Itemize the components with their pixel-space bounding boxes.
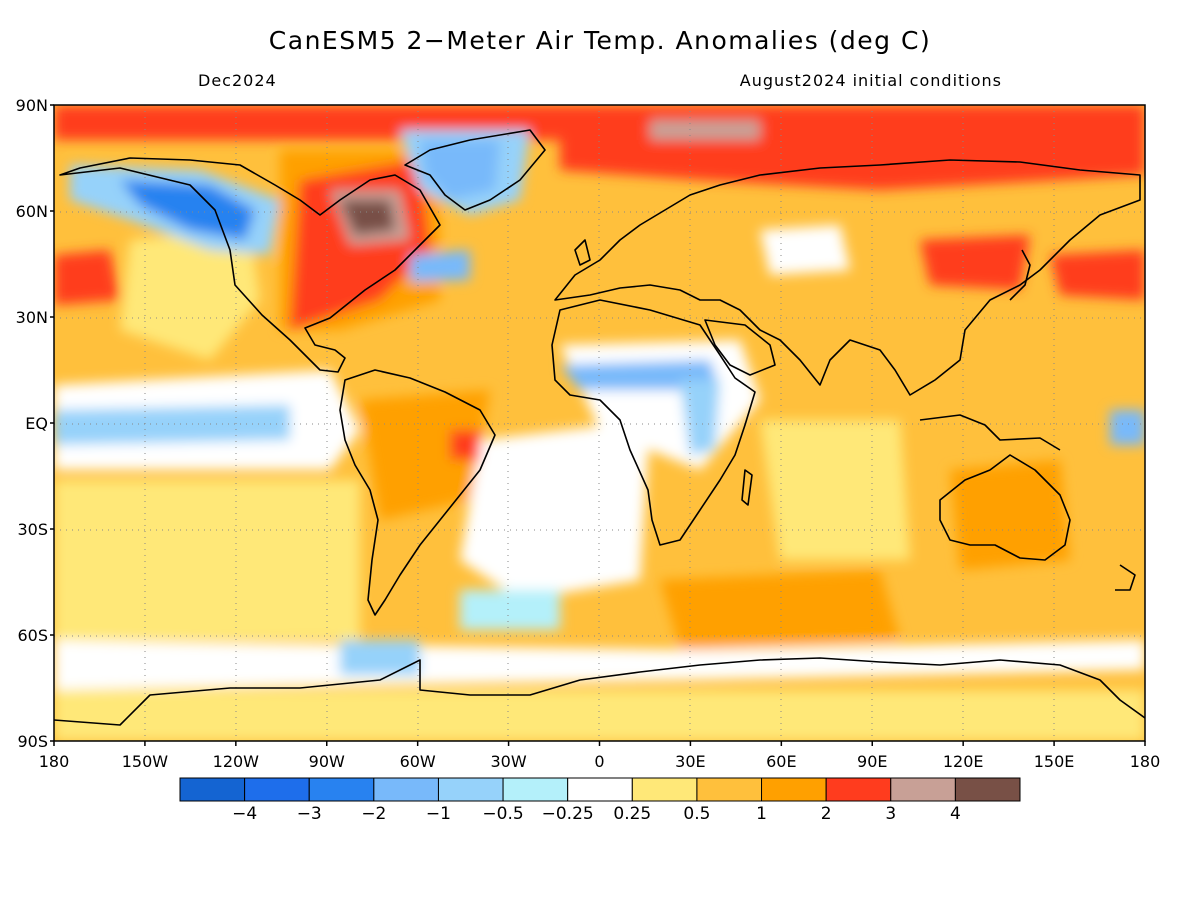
latitude-labels: 90N 60N 30N EQ 30S 60S 90S [16,96,48,751]
lat-label: 90S [17,732,48,751]
colorbar-label: 0.5 [683,804,710,824]
colorbar-swatch [567,777,633,802]
colorbar-swatch [373,777,439,802]
map-title: CanESM5 2−Meter Air Temp. Anomalies (deg… [268,26,932,55]
lon-label: 150W [122,752,169,771]
colorbar-labels: −4 −3 −2 −1 −0.5 −0.25 0.25 0.5 1 2 3 4 [232,804,961,824]
longitude-labels: 180 150W 120W 90W 60W 30W 0 30E 60E 90E 120E 150E 18… [39,752,1161,771]
colorbar-label: −1 [426,804,451,824]
lat-label: 60S [17,626,48,645]
lon-label: 60W [400,752,436,771]
colorbar-swatch [825,777,892,802]
colorbar-swatch [954,777,1021,802]
lon-label: 180 [39,752,70,771]
lat-label: 60N [16,202,48,221]
lon-label: 0 [594,752,604,771]
colorbar-label: 1 [756,804,767,824]
colorbar-label: 3 [885,804,896,824]
lon-label: 90W [309,752,345,771]
colorbar-label: 4 [950,804,961,824]
colorbar-swatch [696,777,763,802]
lon-label: 30W [490,752,526,771]
colorbar-swatch [631,777,698,802]
lat-label: 30N [16,308,48,327]
lon-label: 60E [766,752,796,771]
lon-label: 150E [1034,752,1075,771]
colorbar-label: 2 [821,804,832,824]
colorbar-label: −3 [297,804,322,824]
lon-label: 120W [213,752,260,771]
colorbar-swatch [244,777,310,802]
lon-label: 120E [943,752,984,771]
anomaly-field [54,105,1145,741]
colorbar-swatch [437,777,504,802]
colorbar-swatch [502,777,569,802]
colorbar-label: −0.25 [542,804,594,824]
initial-conditions-label: August2024 initial conditions [739,71,1002,90]
colorbar-label: −4 [232,804,257,824]
graticule [54,105,1145,741]
colorbar-swatch [179,777,246,802]
colorbar-swatch [308,777,375,802]
lon-label: 90E [857,752,887,771]
lat-label: 30S [17,520,48,539]
lat-label: EQ [25,414,48,433]
lon-label: 180 [1130,752,1161,771]
colorbar-label: −2 [361,804,386,824]
longitude-ticks [53,741,1146,746]
colorbar [179,777,1021,802]
lon-label: 30E [675,752,705,771]
latitude-ticks [50,104,54,742]
lat-label: 90N [16,96,48,115]
coastlines [54,129,1145,726]
valid-month-label: Dec2024 [198,71,277,90]
colorbar-swatch [761,777,827,802]
colorbar-label: 0.25 [613,804,651,824]
colorbar-label: −0.5 [482,804,523,824]
colorbar-swatch [890,777,956,802]
